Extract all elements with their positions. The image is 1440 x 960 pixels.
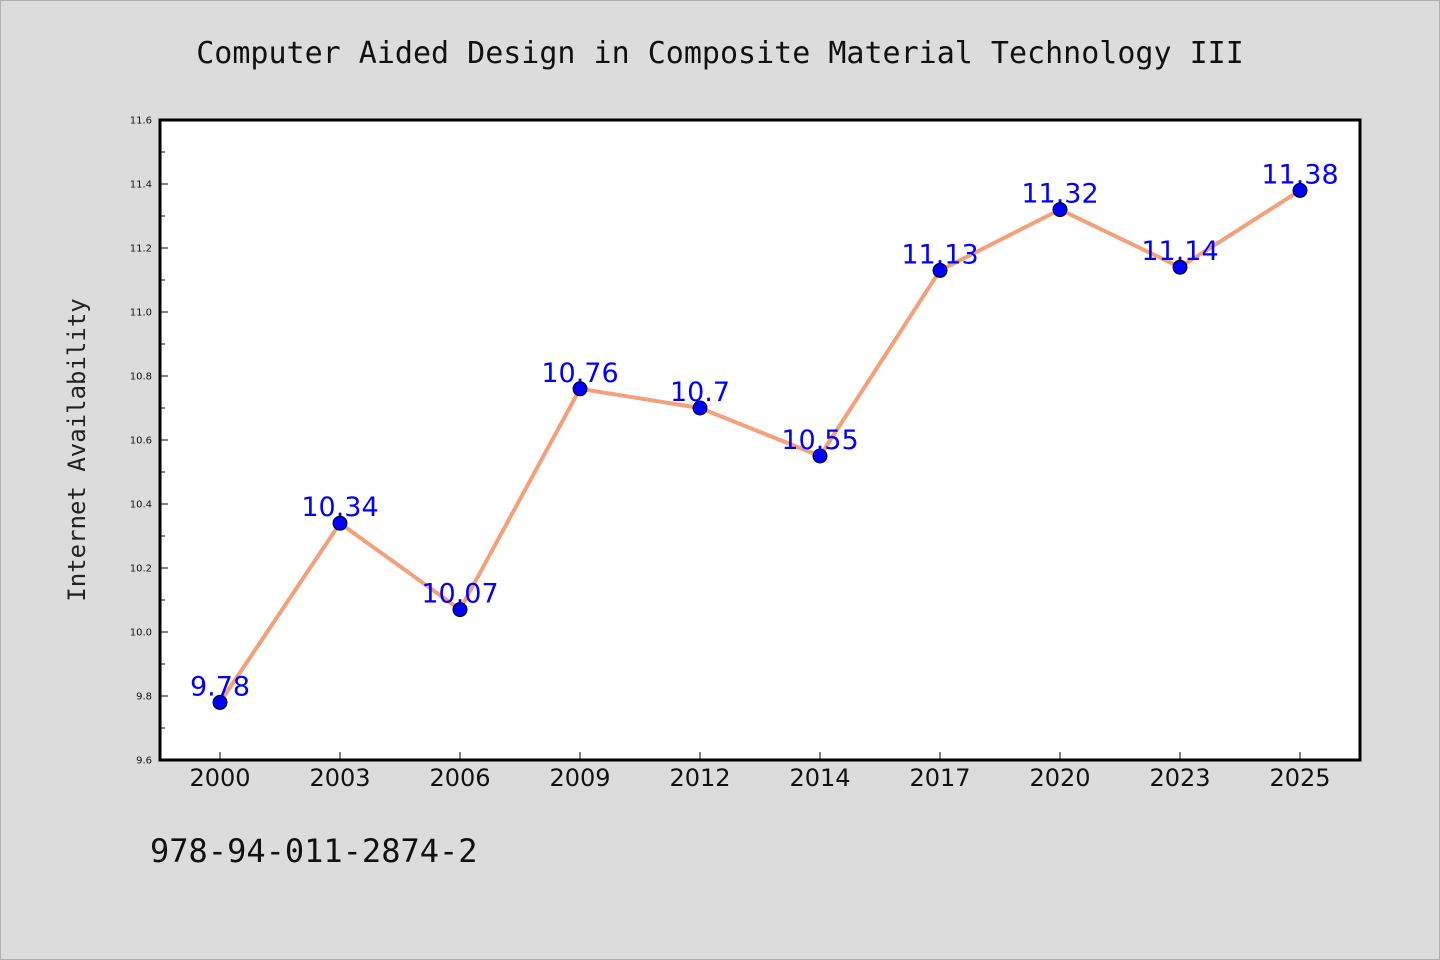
data-point xyxy=(692,400,708,416)
x-tick-label: 2020 xyxy=(1029,764,1090,792)
y-tick-label: 11.0 xyxy=(130,308,152,319)
y-tick-label: 10.4 xyxy=(130,500,152,511)
chart-title: Computer Aided Design in Composite Mater… xyxy=(196,36,1244,71)
data-label: 10.07 xyxy=(421,579,498,610)
isbn-text: 978-94-011-2874-2 xyxy=(150,832,478,870)
data-label: 11.14 xyxy=(1141,236,1218,267)
data-point xyxy=(572,381,588,397)
x-tick-label: 2023 xyxy=(1149,764,1210,792)
y-tick-label: 11.4 xyxy=(130,180,152,191)
data-point xyxy=(212,694,228,710)
markers-group xyxy=(212,182,1308,710)
data-point xyxy=(812,448,828,464)
x-tick-label: 2009 xyxy=(549,764,610,792)
y-tick-label: 11.6 xyxy=(130,116,152,127)
data-point xyxy=(1292,182,1308,198)
plot-area xyxy=(158,118,1362,762)
x-tick-label: 2017 xyxy=(909,764,970,792)
x-tick-label: 2012 xyxy=(669,764,730,792)
y-tick-label: 9.8 xyxy=(136,692,152,703)
data-point xyxy=(932,262,948,278)
data-point xyxy=(1172,259,1188,275)
series-line xyxy=(218,188,1302,704)
y-ticks: 9.6 9.8 10.0 10.2 10.4 10.6 10.8 11.0 11.2 11.4 11… xyxy=(130,116,168,767)
data-label: 10.34 xyxy=(301,492,378,523)
data-label: 9.78 xyxy=(190,671,250,702)
y-tick-label: 9.6 xyxy=(136,756,152,767)
x-ticks: 2000 2003 2006 2009 2012 2014 2017 2020 2023 2025 xyxy=(189,752,1331,792)
series-line-group xyxy=(218,188,1302,704)
data-label: 10.76 xyxy=(541,358,618,389)
x-tick-label: 2003 xyxy=(309,764,370,792)
data-point xyxy=(452,602,468,618)
x-tick-label: 2006 xyxy=(429,764,490,792)
y-tick-label: 10.8 xyxy=(130,372,152,383)
y-tick-label: 10.6 xyxy=(130,436,152,447)
data-label: 11.38 xyxy=(1261,159,1338,190)
data-label: 11.13 xyxy=(901,239,978,270)
x-tick-label: 2025 xyxy=(1269,764,1330,792)
data-point xyxy=(332,515,348,531)
data-point xyxy=(1052,202,1068,218)
x-tick-label: 2000 xyxy=(189,764,250,792)
y-tick-label: 11.2 xyxy=(130,244,152,255)
data-label: 11.32 xyxy=(1021,179,1098,210)
data-labels-group: 9.78 10.34 10.07 10.76 10.7 10.55 11.13 11.32 11… xyxy=(190,159,1339,702)
x-tick-label: 2014 xyxy=(789,764,850,792)
y-tick-label: 10.2 xyxy=(130,564,152,575)
y-axis-label: Internet Availability xyxy=(63,298,91,601)
data-label: 10.55 xyxy=(781,425,858,456)
y-tick-label: 10.0 xyxy=(130,628,152,639)
data-label: 10.7 xyxy=(670,377,730,408)
